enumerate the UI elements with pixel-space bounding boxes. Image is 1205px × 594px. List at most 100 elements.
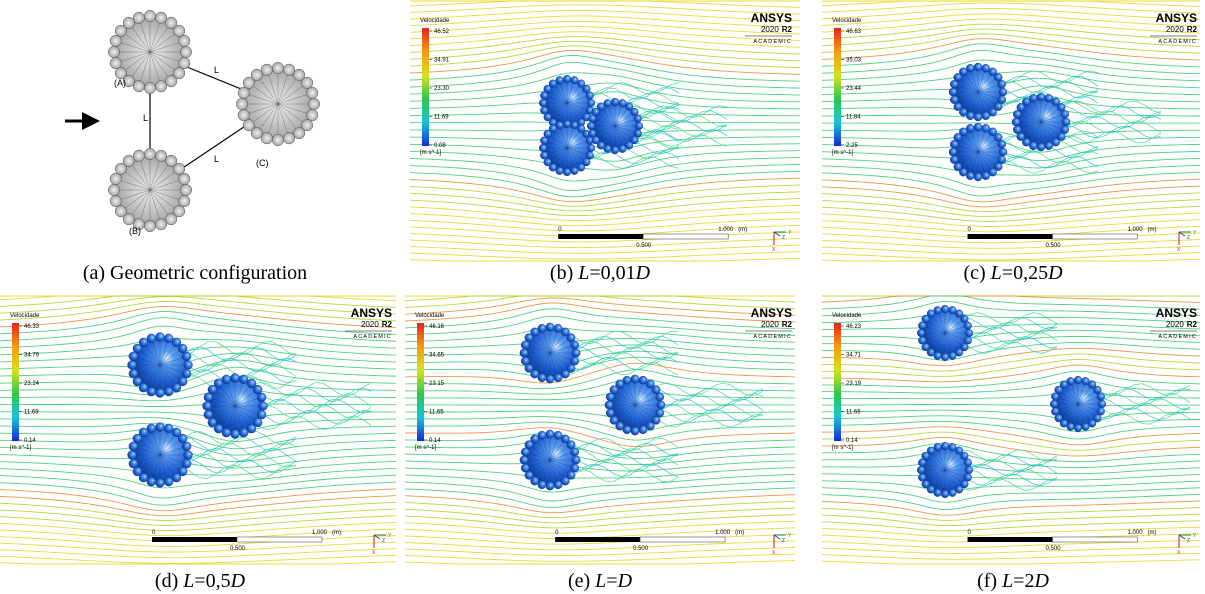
parachute-scallop [974,173,982,181]
parachute-scallop [123,155,135,167]
scale-bar-dark [555,537,640,542]
streamline [822,151,1200,168]
streamline [405,508,795,523]
parachute-scallop [554,324,562,332]
parachute-scallop [133,377,142,386]
streamline [822,206,1200,221]
scale-unit: (m) [1148,530,1157,536]
parachute-scallop [261,64,273,76]
edition: ACADEMIC [1158,39,1197,45]
caption-part: (b) [550,262,573,284]
streamline [405,327,795,342]
parachute-scallop [652,386,660,394]
colorbar-label: 34.71 [846,353,862,359]
parachute-scallop [155,150,167,162]
parachute-scallop [133,467,142,476]
parachute-scallop [982,124,990,132]
caption-part: D [617,570,633,592]
colorbar-label: 11.66 [846,410,861,416]
parachute-scallop [587,99,595,107]
colorbar-label: 34.91 [434,58,450,64]
legend-unit: [m s^-1] [415,445,436,451]
streamline [822,348,1200,366]
parachute-scallop [964,459,972,467]
parachute-scallop [1045,94,1053,102]
parachute-scallop [1055,414,1063,422]
axis-label: Z [1187,235,1190,241]
parachute-scallop [1029,142,1037,150]
parachute-scallop [251,69,263,81]
streamline [822,240,1200,249]
legend-unit: [m s^-1] [832,150,853,156]
parachute-scallop [955,486,963,494]
parachute-scallop [974,63,982,71]
parachute-scallop [238,87,250,99]
geometry-label: L [214,65,219,75]
parachute-scallop [178,344,187,353]
parachute-scallop [1097,408,1105,416]
edition: ACADEMIC [1158,334,1197,340]
streamline [0,347,396,362]
parachute-scallop [129,459,138,468]
parachute-scallop [998,80,1006,88]
parachute-scallop [950,156,958,164]
simulation-panel: Velocidade46.6335.0323.4411.842.25[m s^-… [822,1,1200,261]
parachute-scallop [561,477,569,485]
parachute-scallop [631,375,639,383]
parachute-scallop [1074,376,1082,384]
geometry-label: L [214,154,219,164]
streamline [822,337,1200,354]
parachute-scallop [949,443,957,451]
axis-label: X [772,550,776,556]
axis-label: X [1177,550,1181,556]
parachute-scallop [592,136,600,144]
parachute-scallop [567,441,575,449]
scale-bar-light [1053,234,1138,239]
parachute-scallop [571,341,579,349]
parachute-scallop [1088,420,1096,428]
parachute-scallop [634,115,642,123]
streamline [405,440,795,458]
parachute-scallop [546,375,554,383]
parachute-scallop [954,103,962,111]
parachute-scallop [1057,103,1065,111]
streamline [410,41,800,60]
streamline [0,436,396,455]
colorbar-label: 23.24 [24,381,40,387]
parachute-scallop [1097,393,1105,401]
streamline [822,488,1200,503]
parachute-scallop [1022,98,1030,106]
caption-part: =0,01 [589,262,635,284]
figure: (A)(B)(C)LLL(a) Geometric configurationV… [0,0,1205,594]
parachute-scallop [556,76,564,84]
version: 2020R2 [361,320,393,329]
parachute-scallop [156,423,165,432]
parachute-scallop [208,418,217,427]
streamline [822,494,1200,509]
parachute-scallop [538,431,546,439]
parachute-scallop [1067,423,1075,431]
parachute-scallop [521,448,529,456]
parachute-scallop [1094,386,1102,394]
parachute-scallop [180,184,192,196]
parachute-scallop [544,113,552,121]
streamline [410,5,800,14]
streamline [405,405,795,406]
parachute-scallop [982,172,990,180]
parachute-scallop [110,195,122,207]
streamline [410,239,800,248]
parachute-scallop [108,46,120,58]
parachute-scallop [1029,94,1037,102]
parachute-scallop [128,451,137,460]
caption-part: L [182,570,194,592]
parachute-scallop [1074,424,1082,432]
streamline [822,365,1200,382]
parachute-scallop [214,379,223,388]
parachute-scallop [961,452,969,460]
parachute-scallop [253,385,262,394]
streamline [0,403,396,406]
parachute-scallop [941,442,949,450]
streamline [822,437,1200,456]
parachute-scallop [144,220,156,232]
parachute-scallop [540,137,548,145]
